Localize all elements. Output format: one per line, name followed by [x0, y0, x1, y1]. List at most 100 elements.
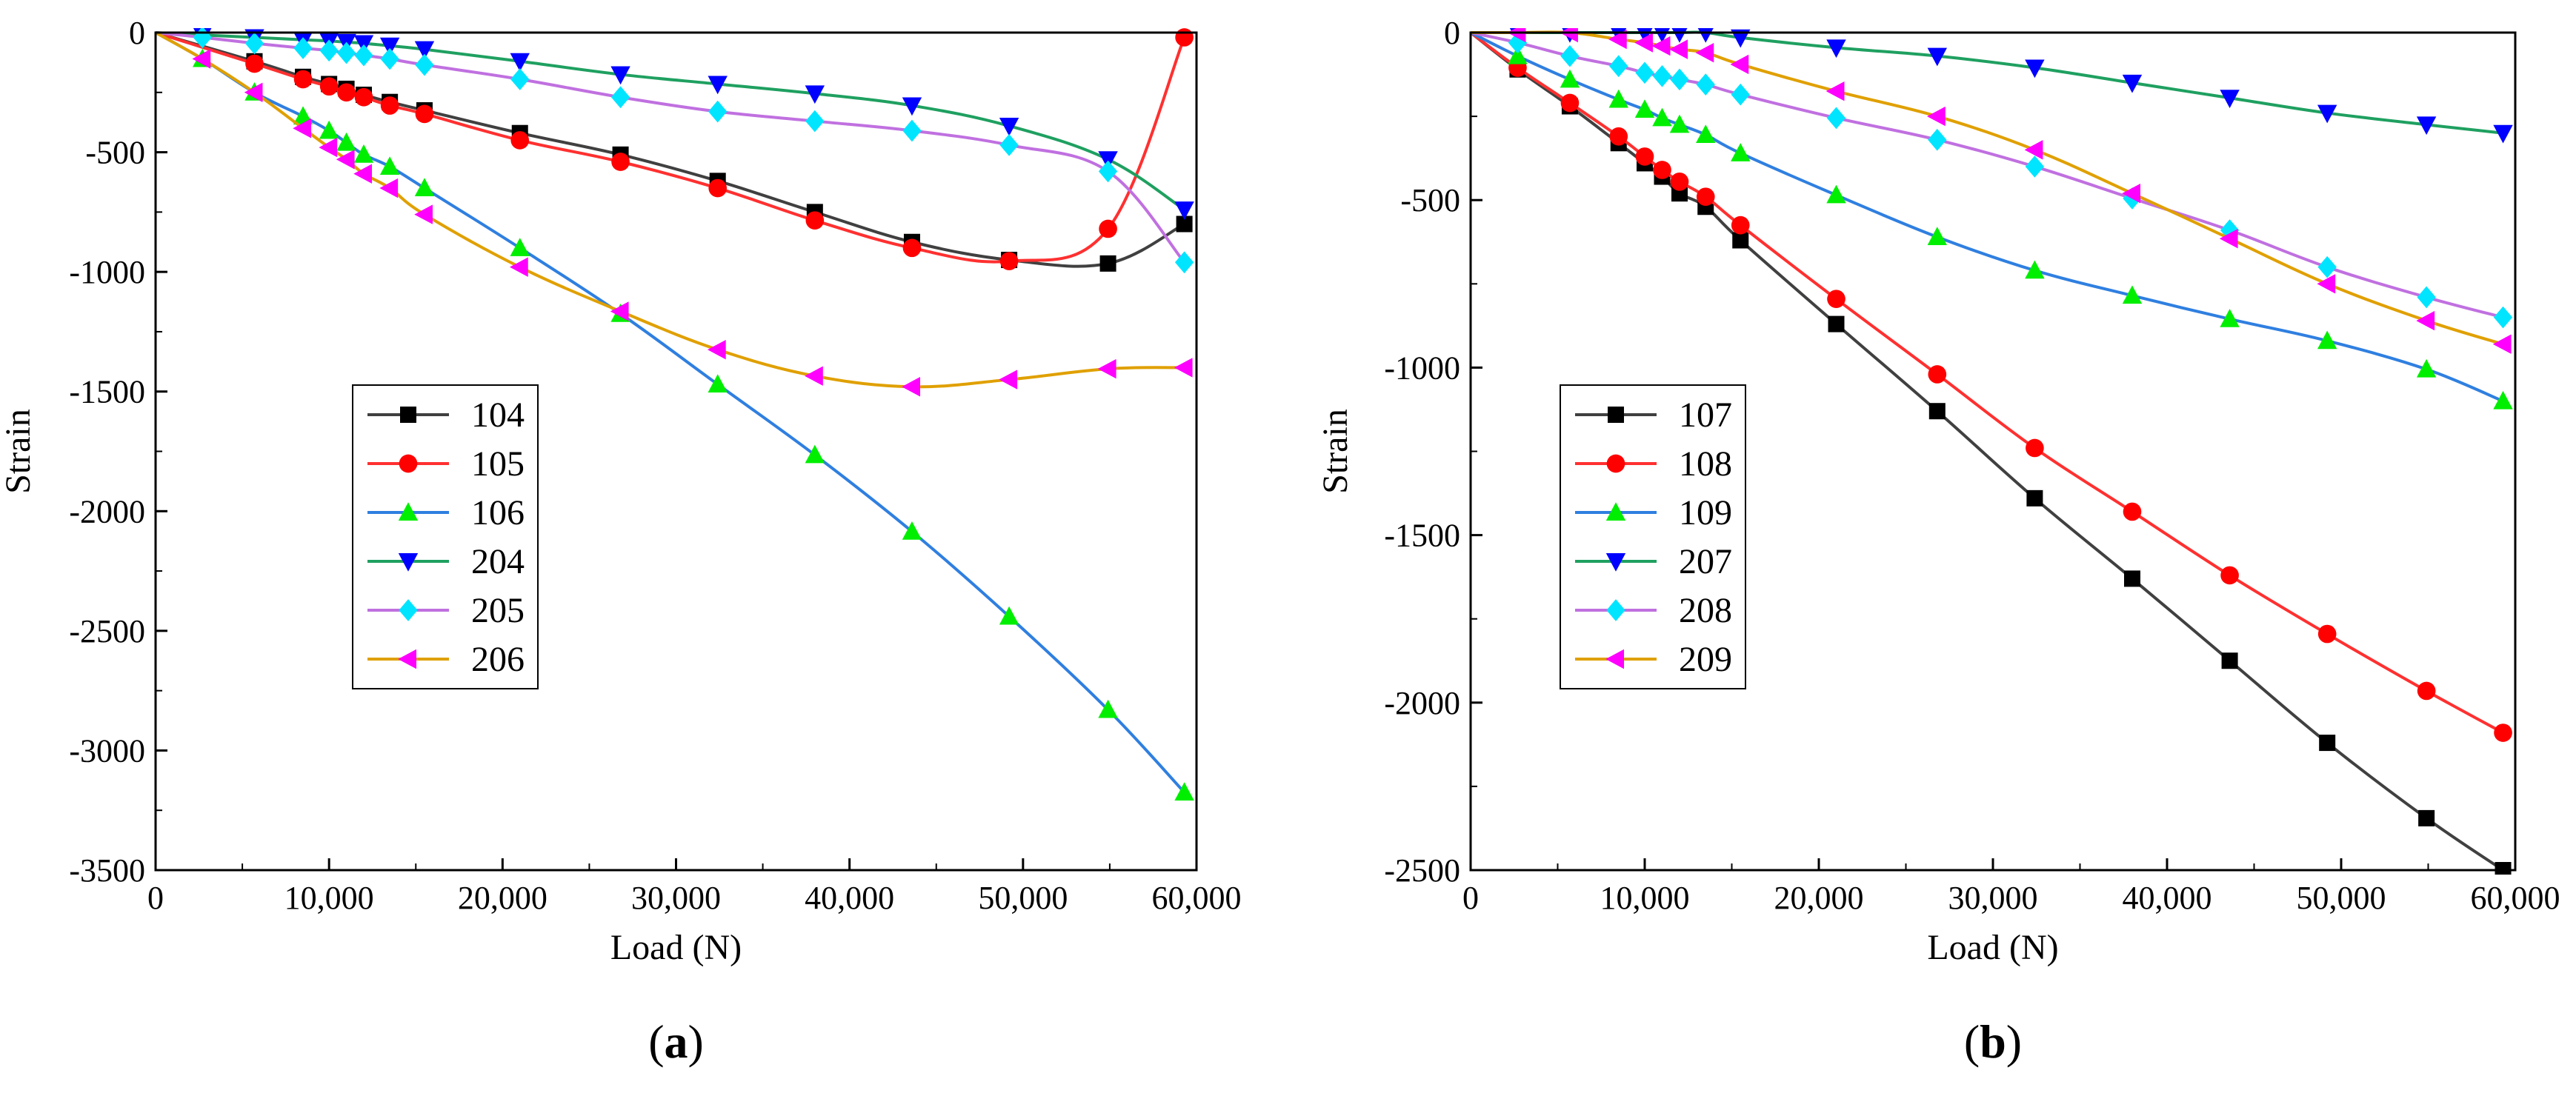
data-point-106-6 [353, 144, 374, 163]
series-line-205 [156, 31, 1186, 264]
data-point-107-10 [1928, 403, 1946, 420]
data-point-105-13 [999, 252, 1019, 270]
data-point-207-16 [2493, 124, 2513, 144]
data-point-208-2 [1560, 44, 1580, 67]
data-point-208-3 [1609, 55, 1628, 78]
data-point-205-7 [380, 47, 399, 70]
legend: 104 105 106 204 205 206 [352, 384, 539, 689]
data-point-108-9 [1827, 290, 1846, 308]
data-point-109-1 [1508, 45, 1528, 64]
data-point-109-4 [1634, 99, 1655, 118]
data-point-205-9 [510, 68, 530, 90]
data-point-206-8 [414, 204, 433, 224]
data-point-105-1 [245, 54, 264, 73]
data-point-208-11 [2025, 156, 2045, 178]
legend-box [1560, 384, 1746, 689]
y-tick-label: -2500 [1384, 852, 1460, 889]
legend-box [352, 384, 539, 689]
data-point-207-10 [1927, 47, 1947, 67]
legend-marker [398, 553, 419, 572]
data-point-108-11 [2026, 438, 2044, 458]
y-tick-label: -1000 [69, 254, 145, 290]
x-axis-title: Load (N) [1927, 928, 2058, 967]
data-point-206-2 [244, 82, 263, 102]
data-point-105-7 [415, 104, 434, 124]
data-point-209-15 [2416, 310, 2435, 331]
data-point-109-7 [1696, 124, 1716, 143]
legend-marker [1608, 407, 1624, 423]
data-point-109-9 [1826, 184, 1846, 204]
data-point-208-15 [2417, 286, 2436, 309]
data-point-206-15 [1097, 358, 1116, 379]
data-point-205-14 [999, 134, 1019, 156]
data-point-107-15 [2418, 809, 2435, 826]
data-point-206-9 [510, 257, 528, 277]
data-point-109-5 [1652, 107, 1672, 127]
y-tick-label: -1500 [69, 374, 145, 410]
data-point-109-6 [1669, 114, 1690, 133]
legend-label-108: 108 [1679, 444, 1732, 484]
data-point-208-5 [1652, 64, 1672, 87]
data-point-108-10 [1928, 365, 1947, 384]
data-point-105-12 [902, 238, 922, 258]
data-point-206-1 [192, 49, 211, 69]
data-point-106-15 [1098, 699, 1118, 718]
x-tick-label: 50,000 [2297, 880, 2386, 916]
data-point-108-15 [2417, 681, 2436, 701]
data-point-206-14 [999, 370, 1018, 390]
data-point-109-10 [1927, 227, 1947, 245]
data-point-107-16 [2495, 862, 2512, 875]
data-point-205-10 [610, 86, 630, 109]
data-point-106-14 [999, 606, 1019, 625]
data-point-108-14 [2317, 624, 2337, 644]
x-tick-label: 10,000 [1600, 880, 1690, 916]
data-point-107-11 [2026, 489, 2043, 507]
x-tick-label: 20,000 [458, 880, 548, 916]
data-point-208-4 [1635, 61, 1654, 84]
data-point-104-14 [1099, 255, 1116, 272]
data-point-205-4 [319, 39, 339, 62]
data-point-108-7 [1696, 187, 1715, 206]
data-point-107-13 [2221, 652, 2238, 669]
data-point-206-13 [902, 377, 920, 397]
series-group [156, 28, 1194, 801]
data-point-208-9 [1826, 107, 1846, 130]
data-point-109-3 [1608, 89, 1628, 108]
legend-label-208: 208 [1679, 591, 1732, 630]
data-point-105-15 [1175, 28, 1194, 47]
data-point-206-16 [1174, 358, 1193, 378]
data-point-104-15 [1176, 215, 1193, 233]
legend-marker [399, 454, 418, 473]
y-tick-label: -1000 [1384, 350, 1460, 386]
data-point-105-2 [293, 70, 313, 89]
data-point-205-16 [1174, 251, 1194, 274]
data-point-208-16 [2493, 306, 2513, 329]
x-tick-label: 30,000 [1948, 880, 2038, 916]
data-point-204-8 [414, 41, 435, 60]
data-point-205-11 [708, 100, 728, 123]
data-point-209-12 [2122, 183, 2140, 204]
y-axis-title: Strain [0, 409, 38, 494]
data-point-106-3 [293, 106, 313, 125]
data-point-208-6 [1670, 68, 1689, 91]
data-point-204-16 [1174, 201, 1194, 220]
data-point-209-16 [2492, 334, 2512, 354]
x-tick-label: 20,000 [1774, 880, 1864, 916]
series-line-209 [1471, 30, 2504, 346]
data-point-209-13 [2219, 229, 2238, 249]
data-point-107-14 [2319, 735, 2336, 752]
panel-label-a: (a) [648, 1015, 704, 1068]
data-point-206-6 [353, 164, 372, 184]
data-point-106-9 [510, 238, 530, 256]
data-point-105-9 [611, 153, 630, 171]
data-point-105-10 [708, 178, 728, 198]
data-point-209-10 [1927, 106, 1946, 127]
y-tick-label: -1500 [1384, 518, 1460, 554]
data-point-205-2 [244, 32, 264, 55]
data-point-206-7 [379, 178, 399, 198]
data-point-207-11 [2025, 59, 2045, 78]
data-point-204-14 [999, 118, 1019, 136]
legend-marker [1606, 454, 1625, 473]
data-point-207-15 [2416, 116, 2437, 136]
legend-label-205: 205 [471, 591, 525, 630]
